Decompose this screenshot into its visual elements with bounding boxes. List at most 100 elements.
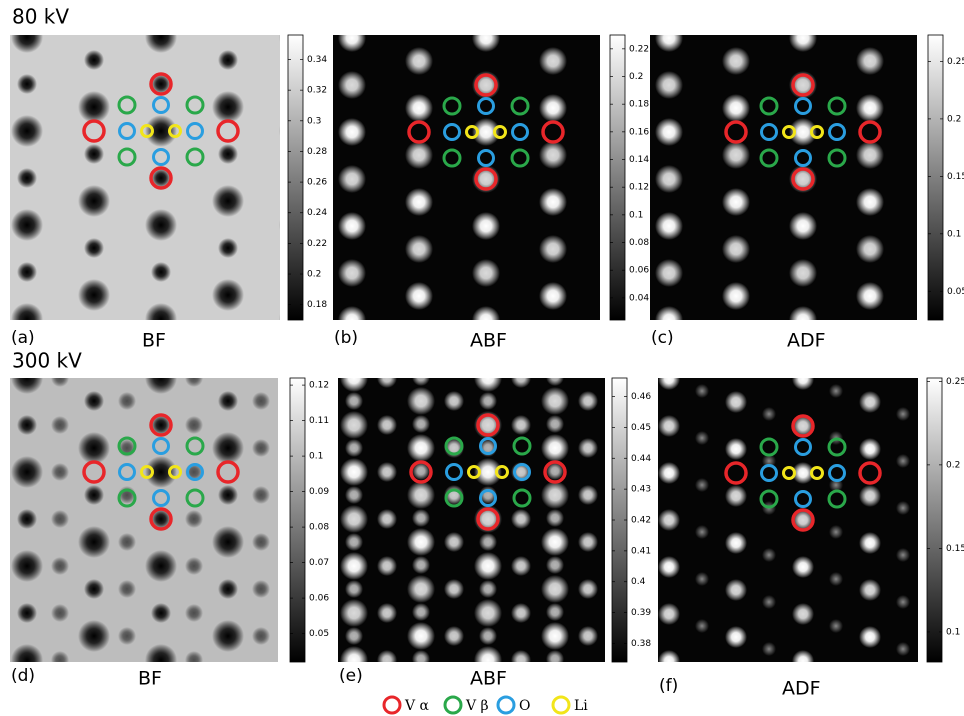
atom: [218, 144, 238, 164]
atom: [185, 322, 203, 340]
panel-mode: ABF: [470, 668, 507, 690]
colorbar-tick-label: 0.14: [629, 155, 649, 165]
panel-mode: BF: [142, 330, 166, 352]
atom: [185, 604, 203, 622]
atom: [725, 626, 747, 648]
atom: [658, 462, 680, 484]
atom: [695, 619, 709, 633]
atom: [896, 642, 910, 656]
colorbar-tick-label: 0.22: [307, 239, 327, 249]
atom: [896, 548, 910, 562]
atom: [345, 533, 363, 551]
atom: [722, 282, 750, 310]
atom: [218, 485, 238, 505]
atom: [859, 673, 881, 695]
atom: [340, 364, 368, 392]
atom: [338, 0, 366, 5]
atom: [695, 525, 709, 539]
atom: [212, 620, 244, 652]
atom: [0, 486, 2, 504]
atom: [789, 24, 817, 52]
atom: [695, 572, 709, 586]
atom: [145, 456, 177, 488]
atom: [338, 24, 366, 52]
atom: [118, 345, 136, 363]
row-heading: 80 kV: [12, 5, 69, 29]
atom: [541, 340, 569, 368]
atom: [444, 344, 464, 364]
atom: [658, 650, 680, 672]
atom: [628, 595, 642, 609]
figure: 80 kV 300 kV 0.180.20.220.240.260.280.30…: [0, 0, 964, 716]
atom: [541, 622, 569, 650]
atom: [271, 329, 299, 357]
atom: [345, 580, 363, 598]
atom: [896, 360, 910, 374]
atom: [212, 279, 244, 311]
atom: [386, 345, 404, 363]
atom: [896, 595, 910, 609]
atom: [212, 185, 244, 217]
atom: [145, 550, 177, 582]
atom: [546, 368, 564, 386]
atom: [84, 673, 104, 693]
colorbar-tick-label: 0.46: [631, 392, 651, 402]
atom: [412, 321, 430, 339]
atom: [511, 650, 531, 670]
atom: [11, 456, 43, 488]
atom: [539, 47, 567, 75]
atom: [377, 650, 397, 670]
atom: [829, 666, 843, 680]
atom: [541, 575, 569, 603]
colorbar-tick-label: 0.04: [629, 293, 649, 303]
colorbar-tick-label: 0.08: [309, 523, 329, 533]
atom: [655, 118, 683, 146]
atom: [405, 47, 433, 75]
atom: [546, 321, 564, 339]
atom: [859, 344, 881, 366]
atom: [479, 627, 497, 645]
atom: [725, 391, 747, 413]
atom: [218, 332, 238, 352]
atom: [829, 337, 843, 351]
atom: [212, 338, 244, 370]
atom: [923, 0, 951, 5]
atom: [412, 650, 430, 668]
atom: [789, 259, 817, 287]
atom: [546, 415, 564, 433]
atom: [405, 0, 433, 28]
atom: [407, 669, 435, 697]
atom: [377, 321, 397, 341]
atom: [655, 71, 683, 99]
atom: [218, 50, 238, 70]
atom: [608, 317, 636, 345]
atom: [185, 416, 203, 434]
atom: [78, 0, 110, 29]
atom: [578, 438, 598, 458]
atom: [444, 579, 464, 599]
atom: [252, 439, 270, 457]
atom: [51, 416, 69, 434]
colorbar-tick-label: 0.08: [629, 238, 649, 248]
atom: [412, 415, 430, 433]
atom: [856, 188, 884, 216]
atom: [859, 485, 881, 507]
atom: [792, 603, 814, 625]
atom: [78, 91, 110, 123]
atom: [829, 619, 843, 633]
panel-mode: ABF: [470, 330, 507, 352]
atom: [856, 141, 884, 169]
atom: [84, 391, 104, 411]
colorbar-tick-label: 0.45: [631, 423, 651, 433]
atom: [11, 115, 43, 147]
colorbar-tick-label: 0.4: [631, 577, 646, 587]
colorbar-tick-label: 0.3: [307, 116, 321, 126]
atom: [273, 340, 301, 368]
atom: [412, 603, 430, 621]
atom: [680, 321, 698, 339]
atom: [51, 557, 69, 575]
atom: [285, 321, 305, 341]
atom: [792, 556, 814, 578]
atom: [51, 651, 69, 669]
atom: [252, 627, 270, 645]
